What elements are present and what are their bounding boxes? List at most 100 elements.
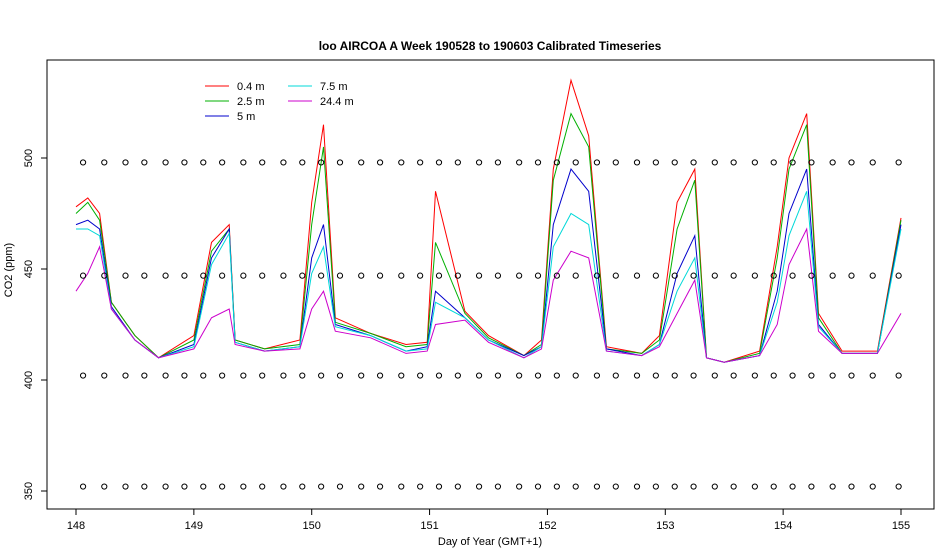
data-point — [690, 483, 697, 490]
data-point — [690, 272, 697, 279]
data-point — [751, 159, 758, 166]
data-point — [770, 483, 777, 490]
legend-label: 5 m — [237, 111, 255, 123]
x-tick-label: 150 — [303, 520, 321, 532]
data-point — [751, 272, 758, 279]
data-point — [141, 159, 148, 166]
data-point — [652, 483, 659, 490]
x-tick-label: 153 — [656, 520, 674, 532]
data-point — [435, 372, 443, 379]
data-point — [612, 159, 619, 166]
data-point — [829, 272, 836, 279]
data-point — [299, 372, 306, 379]
data-point — [454, 372, 461, 379]
data-point — [895, 272, 902, 279]
data-point — [895, 483, 902, 490]
data-point — [789, 272, 796, 279]
series-layer — [75, 78, 902, 490]
legend-label: 0.4 m — [237, 81, 265, 93]
data-point — [141, 483, 148, 490]
data-point — [122, 483, 129, 490]
series-line-2-5-m — [75, 112, 902, 363]
data-point — [516, 159, 523, 166]
data-point — [534, 159, 542, 166]
data-point — [417, 483, 424, 490]
data-point — [572, 159, 579, 166]
data-point — [162, 372, 169, 379]
y-tick-label: 450 — [23, 260, 35, 278]
data-point — [240, 159, 247, 166]
data-point — [808, 372, 815, 379]
data-point — [652, 372, 659, 379]
data-point — [671, 483, 678, 490]
data-point — [652, 159, 659, 166]
data-point — [454, 272, 461, 279]
data-point — [101, 159, 108, 166]
data-point — [572, 372, 579, 379]
data-point — [181, 483, 188, 490]
data-point — [200, 372, 207, 379]
data-point — [200, 159, 207, 166]
data-point — [572, 483, 579, 490]
data-point — [848, 483, 855, 490]
data-point — [435, 272, 443, 279]
data-point — [181, 372, 188, 379]
data-point — [829, 159, 836, 166]
data-point — [79, 483, 87, 490]
data-point — [454, 159, 461, 166]
data-point — [219, 272, 226, 279]
data-point — [808, 159, 815, 166]
data-point — [553, 483, 560, 490]
data-point — [122, 159, 129, 166]
data-point — [336, 483, 344, 490]
data-point — [219, 483, 226, 490]
data-point — [808, 272, 815, 279]
data-point — [417, 372, 424, 379]
data-point — [895, 372, 902, 379]
data-point — [358, 372, 365, 379]
data-point — [612, 272, 619, 279]
data-point — [494, 483, 502, 490]
data-point — [690, 159, 697, 166]
data-point — [101, 372, 108, 379]
data-point — [516, 483, 523, 490]
data-point — [259, 159, 266, 166]
x-tick-label: 149 — [185, 520, 203, 532]
data-point — [376, 272, 384, 279]
data-point — [494, 372, 502, 379]
data-point — [435, 483, 443, 490]
data-point — [751, 483, 758, 490]
legend-label: 2.5 m — [237, 96, 265, 108]
data-point — [240, 272, 247, 279]
data-point — [789, 372, 796, 379]
series-line-0-4-m — [75, 78, 902, 363]
data-point — [162, 483, 169, 490]
y-tick-label: 400 — [23, 371, 35, 389]
x-axis: 148 149 150 151 152 153 154 155 — [67, 508, 910, 532]
data-point — [336, 272, 344, 279]
data-point — [259, 483, 266, 490]
data-point — [711, 372, 718, 379]
data-point — [534, 483, 542, 490]
data-point — [417, 272, 424, 279]
data-point — [475, 272, 483, 279]
data-point — [789, 159, 796, 166]
data-point — [299, 159, 306, 166]
data-point — [398, 272, 405, 279]
x-tick-label: 151 — [420, 520, 438, 532]
data-point — [318, 483, 325, 490]
data-point — [376, 159, 384, 166]
data-point — [358, 272, 365, 279]
legend: 0.4 m 2.5 m 5 m 7.5 m 24.4 m — [205, 81, 354, 123]
data-point — [553, 159, 560, 166]
data-point — [633, 372, 641, 379]
data-point — [200, 272, 207, 279]
data-point — [751, 372, 758, 379]
data-point — [895, 159, 902, 166]
y-axis-title: CO2 (ppm) — [3, 243, 15, 297]
data-point — [730, 372, 737, 379]
data-point — [79, 272, 87, 279]
data-point — [122, 272, 129, 279]
data-point — [612, 483, 619, 490]
